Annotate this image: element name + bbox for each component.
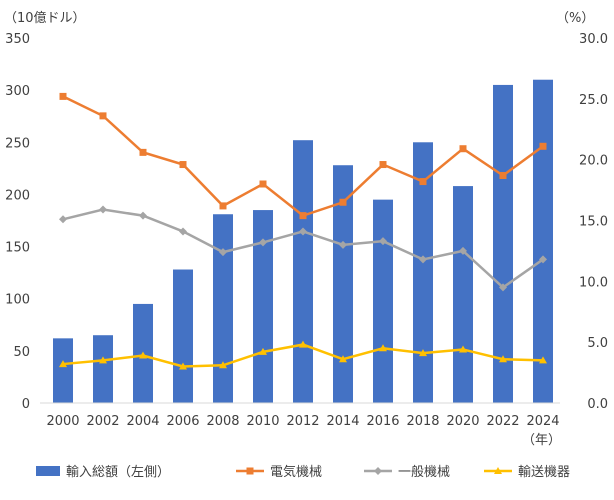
bar-2000 xyxy=(53,338,73,403)
point-2006 xyxy=(179,227,187,236)
x-tick-label: 2012 xyxy=(286,414,319,429)
point-2008 xyxy=(219,248,227,257)
point-2000 xyxy=(59,215,67,224)
x-tick-label: 2004 xyxy=(126,414,159,429)
left-axis-unit: （10億ドル） xyxy=(4,10,86,26)
point-2020 xyxy=(459,145,467,153)
legend-label: 輸送機器 xyxy=(518,465,570,480)
x-tick-label: 2002 xyxy=(86,414,119,429)
point-2012 xyxy=(299,227,307,236)
point-2000 xyxy=(59,360,67,368)
bar-2018 xyxy=(413,142,433,404)
x-tick-label: 2016 xyxy=(366,414,399,429)
point-2024 xyxy=(539,356,547,364)
x-tick-label: 2008 xyxy=(206,414,239,429)
legend-marker xyxy=(374,467,382,475)
legend-label: 輸入総額（左側） xyxy=(66,465,170,480)
legend-marker xyxy=(246,467,254,475)
point-2004 xyxy=(139,148,147,156)
point-2016 xyxy=(379,161,387,169)
right-tick-label: 10.0 xyxy=(579,275,608,290)
right-tick-label: 0.0 xyxy=(587,397,608,412)
left-tick-label: 150 xyxy=(5,241,30,256)
left-tick-label: 350 xyxy=(5,32,30,47)
left-tick-label: 250 xyxy=(5,136,30,151)
point-2004 xyxy=(139,211,147,220)
point-2022 xyxy=(499,355,507,363)
legend-label: 一般機械 xyxy=(398,464,450,480)
point-2010 xyxy=(259,347,267,355)
point-2006 xyxy=(179,161,187,169)
left-tick-label: 0 xyxy=(22,397,30,412)
right-tick-label: 25.0 xyxy=(579,93,608,108)
point-2002 xyxy=(99,356,107,364)
point-2016 xyxy=(379,344,387,352)
bar-2024 xyxy=(533,79,553,403)
x-tick-label: 2006 xyxy=(166,414,199,429)
bar-2006 xyxy=(173,269,193,403)
point-2018 xyxy=(419,255,427,264)
bar-2016 xyxy=(373,199,393,403)
series-2 xyxy=(59,340,547,370)
x-tick-label: 2022 xyxy=(486,414,519,429)
point-2008 xyxy=(219,361,227,369)
point-2010 xyxy=(259,180,267,188)
point-2020 xyxy=(459,246,467,255)
point-2012 xyxy=(299,340,307,348)
x-tick-label: 2018 xyxy=(406,414,439,429)
point-2002 xyxy=(99,112,107,120)
legend-swatch-bars xyxy=(36,466,60,476)
point-2002 xyxy=(99,205,107,214)
bar-2012 xyxy=(293,140,313,403)
point-2024 xyxy=(539,142,547,150)
x-tick-label: 2024 xyxy=(526,414,559,429)
point-2018 xyxy=(419,349,427,357)
left-tick-label: 100 xyxy=(5,293,30,308)
point-2008 xyxy=(219,202,227,210)
left-tick-label: 200 xyxy=(5,188,30,203)
point-2014 xyxy=(339,198,347,206)
bar-2008 xyxy=(213,214,233,403)
point-2016 xyxy=(379,237,387,246)
x-tick-label: 2000 xyxy=(46,414,79,429)
point-2006 xyxy=(179,362,187,370)
right-tick-label: 15.0 xyxy=(579,215,608,230)
right-tick-label: 20.0 xyxy=(579,154,608,169)
point-2022 xyxy=(499,171,507,179)
point-2010 xyxy=(259,238,267,247)
left-tick-label: 50 xyxy=(13,345,30,360)
bar-2002 xyxy=(93,335,113,403)
legend-label: 電気機械 xyxy=(270,464,322,480)
legend-marker xyxy=(494,467,502,474)
right-tick-label: 30.0 xyxy=(579,32,608,47)
point-2000 xyxy=(59,92,67,100)
x-tick-label: 2014 xyxy=(326,414,359,429)
series-1 xyxy=(59,205,547,292)
point-2018 xyxy=(419,178,427,186)
right-tick-label: 5.0 xyxy=(587,336,608,351)
bar-2020 xyxy=(453,186,473,403)
point-2014 xyxy=(339,240,347,249)
point-2004 xyxy=(139,351,147,359)
bar-2014 xyxy=(333,165,353,403)
x-tick-label: 2020 xyxy=(446,414,479,429)
x-axis-unit: （年） xyxy=(522,433,561,448)
point-2014 xyxy=(339,355,347,363)
left-tick-label: 300 xyxy=(5,84,30,99)
series-0 xyxy=(59,92,547,220)
point-2024 xyxy=(539,255,547,264)
point-2022 xyxy=(499,283,507,292)
x-tick-label: 2010 xyxy=(246,414,279,429)
point-2020 xyxy=(459,345,467,353)
bar-2022 xyxy=(493,84,513,403)
right-axis-unit: （%） xyxy=(556,11,594,26)
point-2012 xyxy=(299,212,307,220)
